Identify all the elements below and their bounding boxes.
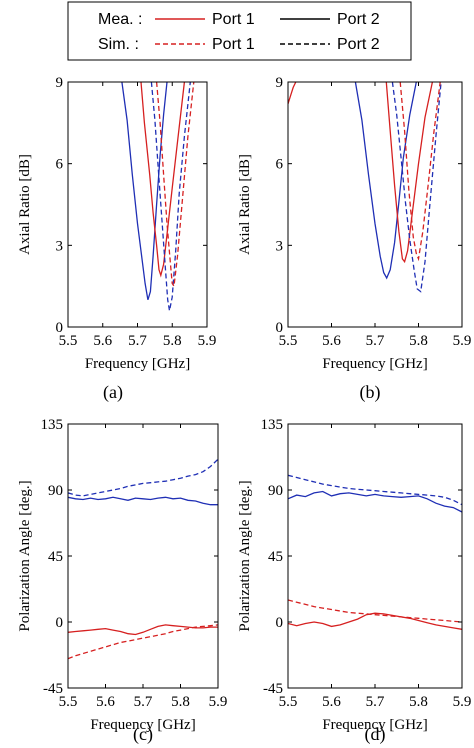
series-measured-port1-panel-3: [68, 624, 218, 636]
series-simulated-port2-panel-2: [391, 82, 442, 293]
series-measured-port2-panel-1: [121, 82, 168, 300]
y-tick-label: 0: [56, 320, 64, 336]
series-simulated-port2-panel-3: [68, 458, 218, 497]
x-tick-label: 5.5: [279, 333, 298, 349]
x-tick-label: 5.7: [366, 333, 385, 349]
y-tick-label: 6: [276, 157, 284, 173]
x-tick-label: 5.9: [198, 333, 217, 349]
y-tick-label: 3: [56, 238, 64, 254]
series-measured-port2-panel-2: [354, 82, 417, 280]
y-tick-label: 9: [56, 75, 64, 91]
y-tick-label: 90: [268, 483, 283, 499]
x-axis-label: Frequency [GHz]: [90, 717, 195, 733]
series-measured-port1-panel-2: [385, 82, 434, 264]
legend-entry-label: Port 2: [337, 36, 380, 53]
x-axis-label: Frequency [GHz]: [322, 717, 427, 733]
y-tick-label: 0: [276, 320, 284, 336]
y-tick-label: 6: [56, 157, 64, 173]
y-tick-label: 45: [268, 549, 283, 565]
legend-box: [67, 1, 412, 61]
x-tick-label: 5.7: [134, 694, 153, 710]
legend-entry-label: Port 1: [212, 11, 255, 28]
x-tick-label: 5.8: [163, 333, 182, 349]
legend-entry-label: Port 1: [212, 36, 255, 53]
panel-caption: (d): [365, 724, 386, 745]
plot-frame-4: [287, 423, 463, 689]
x-tick-label: 5.7: [366, 694, 385, 710]
series-measured-port1-panel-2: [288, 82, 297, 104]
x-tick-label: 5.8: [171, 694, 190, 710]
y-tick-label: 3: [276, 238, 284, 254]
x-tick-label: 5.9: [453, 333, 472, 349]
panel-caption: (a): [103, 382, 123, 403]
series-simulated-port1-panel-1: [155, 82, 195, 289]
y-tick-label: 9: [276, 75, 284, 91]
y-axis-label: Polarization Angle [deg.]: [17, 480, 33, 631]
x-tick-label: 5.8: [409, 333, 428, 349]
x-axis-label: Frequency [GHz]: [322, 356, 427, 372]
y-axis-label: Axial Ratio [dB]: [237, 154, 253, 255]
plot-frame-1: [67, 81, 208, 328]
y-tick-label: 0: [276, 615, 284, 631]
series-simulated-port1-panel-2: [399, 82, 441, 262]
x-axis-label: Frequency [GHz]: [85, 356, 190, 372]
series-simulated-port2-panel-4: [288, 474, 462, 506]
x-tick-label: 5.6: [322, 333, 341, 349]
x-tick-label: 5.6: [322, 694, 341, 710]
x-tick-label: 5.9: [453, 694, 472, 710]
x-tick-label: 5.5: [279, 694, 298, 710]
y-axis-label: Polarization Angle [deg.]: [237, 480, 253, 631]
panel-caption: (b): [360, 382, 381, 403]
panel-caption: (c): [133, 724, 153, 745]
series-measured-port2-panel-4: [288, 490, 462, 513]
y-tick-label: 45: [48, 549, 63, 565]
plot-frame-2: [287, 81, 463, 328]
x-tick-label: 5.9: [209, 694, 228, 710]
x-tick-label: 5.6: [96, 694, 115, 710]
x-tick-label: 5.5: [59, 694, 78, 710]
series-measured-port1-panel-4: [288, 612, 462, 630]
x-tick-label: 5.6: [93, 333, 112, 349]
y-tick-label: 0: [56, 615, 64, 631]
series-simulated-port1-panel-4: [288, 599, 462, 623]
y-axis-label: Axial Ratio [dB]: [17, 154, 33, 255]
y-tick-label: 90: [48, 483, 63, 499]
legend-row-label: Mea. :: [98, 11, 142, 28]
legend-entry-label: Port 2: [337, 11, 380, 28]
y-tick-label: -45: [263, 681, 283, 697]
series-simulated-port1-panel-3: [68, 624, 218, 660]
y-tick-label: -45: [43, 681, 63, 697]
x-tick-label: 5.5: [59, 333, 78, 349]
legend-row-label: Sim. :: [98, 36, 139, 53]
series-simulated-port2-panel-1: [150, 82, 191, 311]
series-measured-port1-panel-1: [140, 82, 186, 278]
y-tick-label: 135: [41, 417, 64, 433]
x-tick-label: 5.7: [128, 333, 147, 349]
series-measured-port2-panel-3: [68, 496, 218, 506]
y-tick-label: 135: [261, 417, 284, 433]
plot-frame-3: [67, 423, 219, 689]
x-tick-label: 5.8: [409, 694, 428, 710]
